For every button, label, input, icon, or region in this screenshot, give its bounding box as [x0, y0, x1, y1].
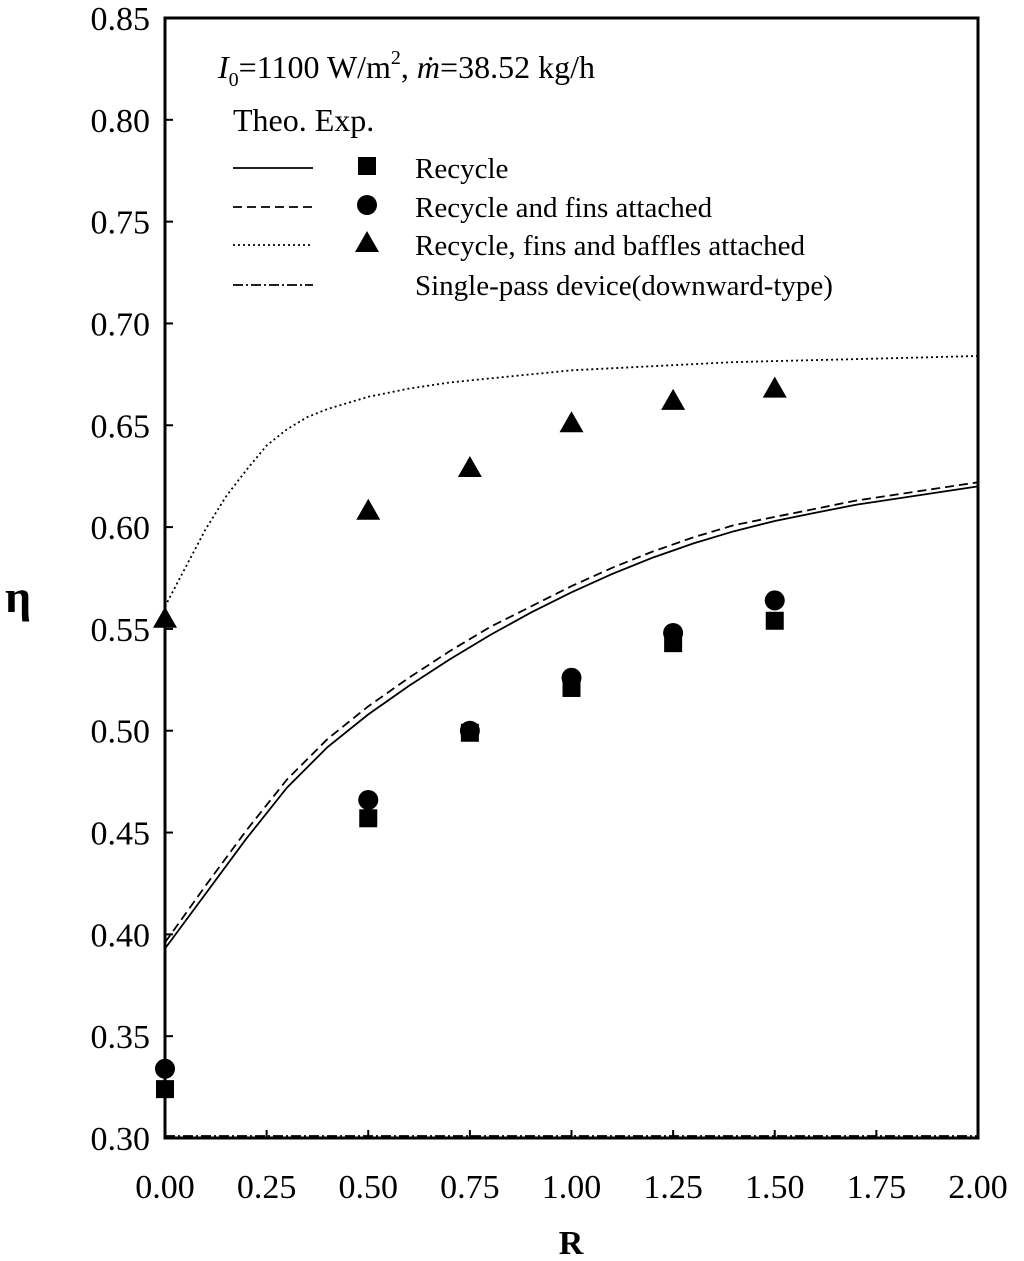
experiment-point-circle — [459, 720, 480, 741]
m-symbol: ṁ — [417, 49, 440, 85]
x-tick-label: 1.75 — [847, 1169, 907, 1206]
x-tick-labels: 0.00 0.25 0.50 0.75 1.00 1.25 1.50 1.75 2.00 — [135, 1169, 1008, 1206]
y-tick-label: 0.45 — [91, 816, 151, 853]
x-tick-label: 1.25 — [643, 1169, 703, 1206]
experiment-point-triangle — [457, 456, 482, 478]
y-tick-label: 0.60 — [91, 510, 151, 547]
legend: Recycle Recycle and fins attached Recycle,… — [233, 153, 833, 302]
experiment-point-triangle — [661, 388, 686, 410]
x-tick-label: 0.25 — [237, 1169, 297, 1206]
y-tick-label: 0.65 — [91, 408, 151, 445]
experiment-point-triangle — [559, 411, 584, 433]
theory-line-circle — [164, 481, 979, 944]
y-axis-label: η — [5, 571, 31, 622]
y-tick-label: 0.40 — [91, 917, 151, 954]
experiment-point-circle — [663, 622, 684, 643]
y-tick-label: 0.70 — [91, 306, 151, 343]
m-value: =38.52 kg/h — [440, 49, 595, 85]
legend-marker-square — [358, 157, 376, 175]
i0-symbol: I — [217, 49, 230, 85]
plot-frame — [163, 16, 980, 1140]
y-tick-label: 0.55 — [91, 612, 151, 649]
x-tick-label: 0.75 — [440, 1169, 500, 1206]
i0-exponent: 2 — [391, 47, 401, 69]
legend-label: Single-pass device(downward-type) — [415, 270, 833, 302]
annotation-separator: , — [401, 49, 417, 85]
x-tick-label: 0.00 — [135, 1169, 195, 1206]
experiment-point-circle — [358, 789, 379, 810]
experiment-markers — [153, 376, 787, 1099]
experiment-point-square — [359, 809, 378, 828]
x-axis-label: R — [559, 1225, 584, 1261]
experiment-point-triangle — [762, 376, 787, 398]
i0-subscript: 0 — [229, 69, 239, 91]
theory-line-square — [164, 485, 979, 950]
theory-line-triangle — [164, 355, 979, 607]
legend-marker-triangle — [355, 231, 379, 252]
legend-label: Recycle — [415, 153, 508, 185]
y-tick-label: 0.75 — [91, 205, 151, 242]
x-tick-label: 0.50 — [339, 1169, 399, 1206]
legend-marker-circle — [357, 195, 377, 215]
theory-lines — [164, 355, 979, 1137]
experiment-point-square — [765, 611, 784, 630]
experiment-point-circle — [155, 1058, 175, 1079]
experiment-point-square — [156, 1080, 174, 1099]
experiment-point-circle — [764, 590, 785, 611]
y-tick-label: 0.50 — [91, 714, 151, 751]
experiment-point-triangle — [153, 606, 177, 628]
conditions-annotation: I0=1100 W/m2, ṁ=38.52 kg/h — [217, 47, 595, 91]
axis-ticks — [164, 17, 979, 1139]
y-tick-labels: 0.30 0.35 0.40 0.45 0.50 0.55 0.60 0.65 0.70 0.75… — [91, 1, 151, 1158]
x-tick-label: 1.50 — [745, 1169, 805, 1206]
legend-header: Theo. Exp. — [233, 102, 374, 138]
legend-label: Recycle and fins attached — [415, 192, 713, 224]
experiment-point-circle — [561, 667, 582, 688]
legend-label: Recycle, fins and baffles attached — [415, 230, 805, 262]
x-tick-label: 2.00 — [948, 1169, 1008, 1206]
y-tick-label: 0.35 — [91, 1019, 151, 1056]
x-tick-label: 1.00 — [542, 1169, 602, 1206]
y-tick-label: 0.80 — [91, 103, 151, 140]
i0-value: =1100 W/m — [239, 49, 391, 85]
y-tick-label: 0.85 — [91, 1, 151, 38]
y-tick-label: 0.30 — [91, 1121, 151, 1158]
experiment-point-triangle — [356, 498, 381, 520]
